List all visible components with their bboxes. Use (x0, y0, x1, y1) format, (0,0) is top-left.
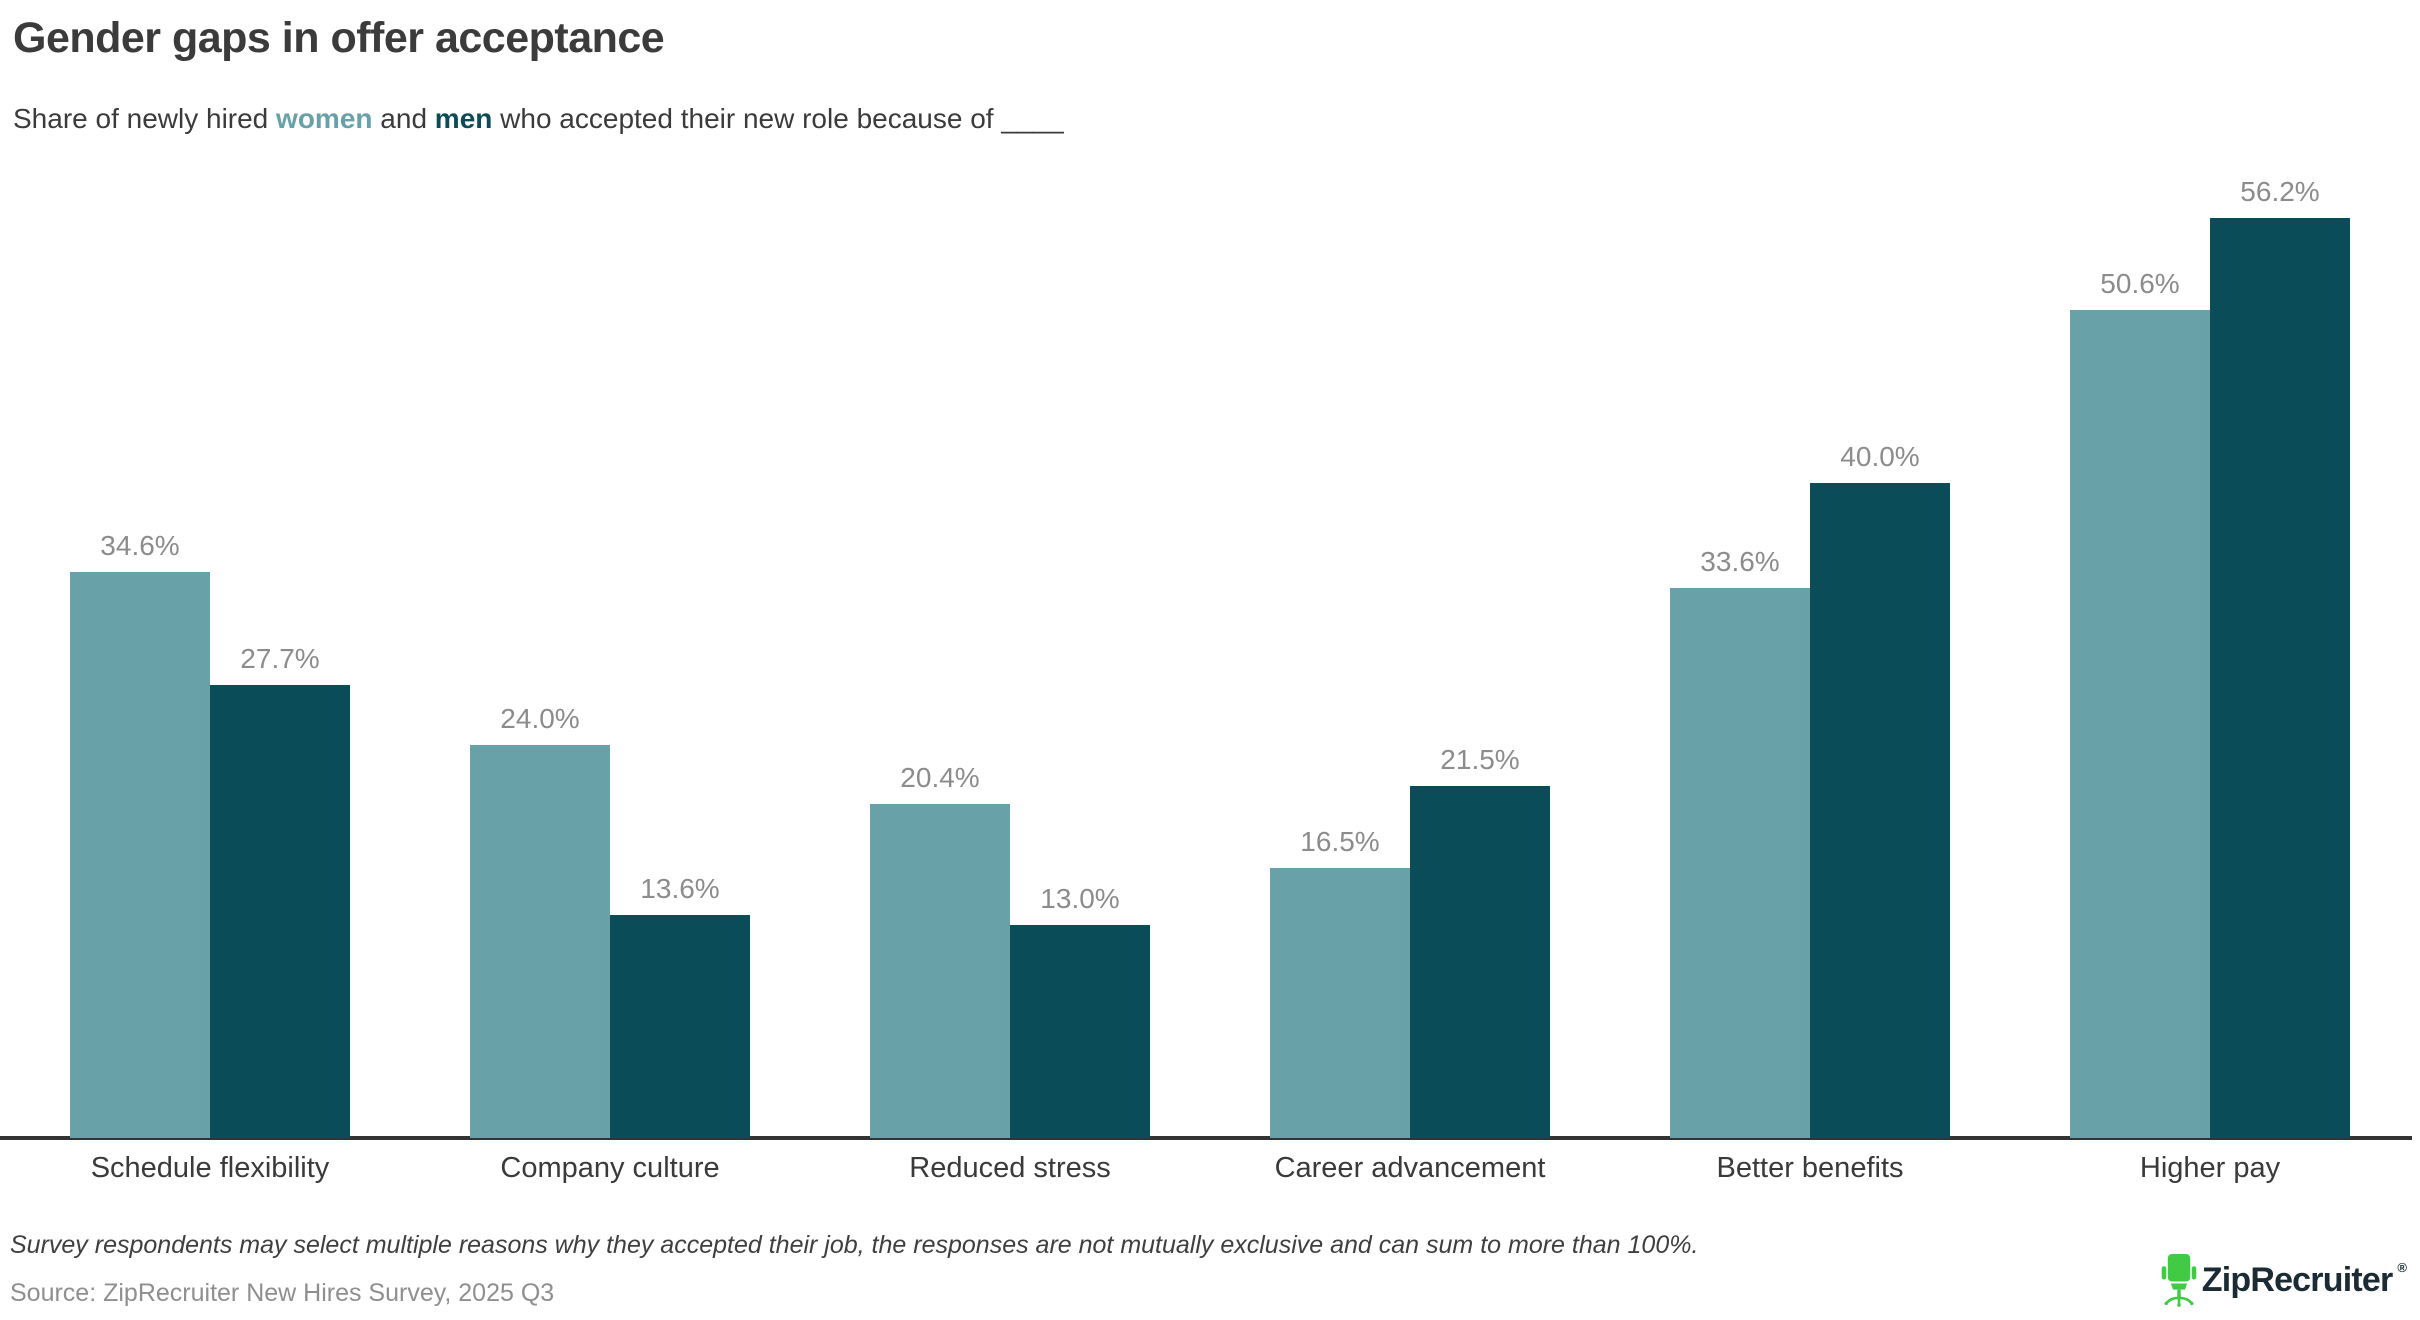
page-title: Gender gaps in offer acceptance (13, 14, 665, 62)
category-label-company-culture: Company culture (500, 1152, 720, 1184)
value-label-women-higher-pay: 50.6% (2100, 268, 2180, 299)
value-label-men-better-benefits: 40.0% (1840, 441, 1920, 472)
ziprecruiter-logo: ZipRecruiter ® (2161, 1254, 2407, 1307)
chart-subtitle: Share of newly hired women and men who a… (13, 103, 1064, 135)
subtitle-women-highlight: women (276, 103, 373, 134)
bar-women-reduced-stress (870, 804, 1010, 1138)
value-label-women-better-benefits: 33.6% (1700, 546, 1780, 577)
bar-men-better-benefits (1810, 483, 1950, 1138)
value-label-women-company-culture: 24.0% (500, 703, 580, 734)
value-label-men-schedule-flexibility: 27.7% (240, 643, 320, 674)
category-label-better-benefits: Better benefits (1716, 1152, 1904, 1184)
bar-women-better-benefits (1670, 588, 1810, 1138)
value-label-men-career-advancement: 21.5% (1440, 744, 1520, 775)
bar-women-higher-pay (2070, 310, 2210, 1138)
subtitle-suffix: who accepted their new role because of _… (492, 103, 1064, 134)
office-chair-icon (2161, 1254, 2197, 1307)
bar-men-company-culture (610, 915, 750, 1138)
source-credit: Source: ZipRecruiter New Hires Survey, 2… (10, 1279, 555, 1307)
bar-women-career-advancement (1270, 868, 1410, 1138)
value-label-men-company-culture: 13.6% (640, 873, 720, 904)
category-label-higher-pay: Higher pay (2139, 1152, 2281, 1184)
category-label-career-advancement: Career advancement (1274, 1152, 1546, 1184)
bar-men-career-advancement (1410, 786, 1550, 1138)
subtitle-men-highlight: men (434, 103, 493, 134)
registered-trademark-symbol: ® (2397, 1260, 2407, 1275)
footnote: Survey respondents may select multiple r… (10, 1231, 1699, 1259)
category-label-reduced-stress: Reduced stress (909, 1152, 1111, 1184)
bar-women-company-culture (470, 745, 610, 1138)
bar-women-schedule-flexibility (70, 572, 210, 1138)
value-label-men-higher-pay: 56.2% (2240, 176, 2320, 207)
value-label-men-reduced-stress: 13.0% (1040, 883, 1120, 914)
value-label-women-reduced-stress: 20.4% (900, 762, 980, 793)
logo-wordmark: ZipRecruiter (2201, 1261, 2393, 1299)
bar-men-schedule-flexibility (210, 685, 350, 1138)
x-axis-line (0, 1136, 2412, 1140)
category-label-schedule-flexibility: Schedule flexibility (90, 1152, 330, 1184)
value-label-women-career-advancement: 16.5% (1300, 826, 1380, 857)
value-label-women-schedule-flexibility: 34.6% (100, 530, 180, 561)
subtitle-prefix: Share of newly hired (13, 103, 277, 134)
bar-men-higher-pay (2210, 218, 2350, 1138)
subtitle-mid: and (372, 103, 435, 134)
bar-men-reduced-stress (1010, 925, 1150, 1138)
